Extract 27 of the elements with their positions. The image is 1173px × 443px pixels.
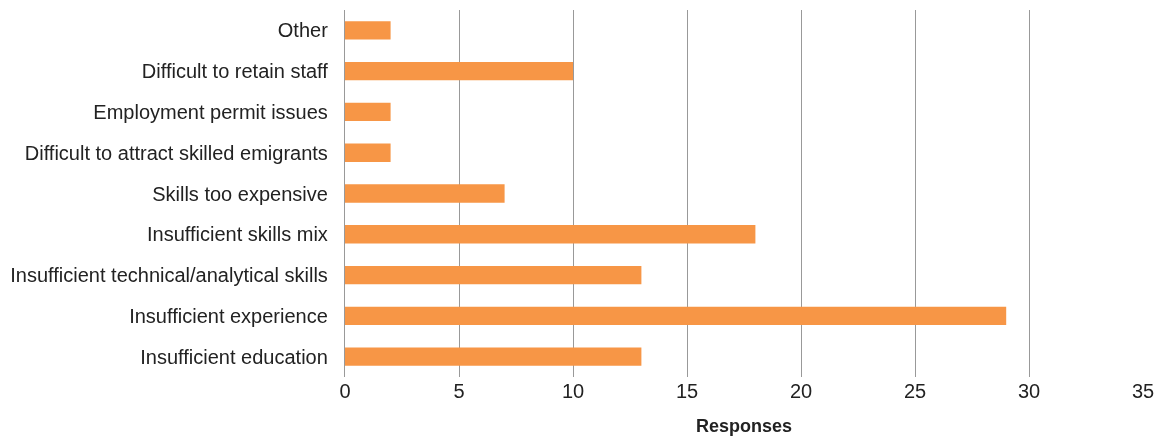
x-tick-label: 35 <box>1131 380 1155 402</box>
bar <box>345 21 391 40</box>
x-tick-label: 30 <box>1017 380 1041 402</box>
bar <box>345 143 391 162</box>
y-tick-label: Insufficient skills mix <box>147 223 328 246</box>
y-tick-label: Insufficient technical/analytical skills <box>10 264 328 287</box>
y-tick-label: Insufficient experience <box>129 304 328 327</box>
y-tick-label: Other <box>277 19 329 42</box>
x-axis-title: Responses <box>695 416 793 437</box>
bar <box>345 225 756 244</box>
bar <box>345 102 391 122</box>
x-tick-label: 15 <box>675 380 699 402</box>
y-tick-label: Insufficient education <box>140 345 328 368</box>
x-tick-label: 5 <box>453 380 465 402</box>
y-tick-label: Difficult to attract skilled emigrants <box>24 141 328 164</box>
x-tick-label: 20 <box>789 380 813 402</box>
y-tick-label: Skills too expensive <box>152 182 328 205</box>
bar <box>345 306 1007 326</box>
bar <box>345 61 573 81</box>
x-tick-label: 0 <box>339 380 351 402</box>
x-tick-label: 25 <box>903 380 927 402</box>
bar <box>345 184 505 203</box>
bar <box>345 347 642 366</box>
y-tick-label: Employment permit issues <box>93 100 328 123</box>
x-tick-label: 10 <box>561 380 585 402</box>
bar <box>345 265 642 285</box>
y-tick-label: Difficult to retain staff <box>141 60 329 83</box>
